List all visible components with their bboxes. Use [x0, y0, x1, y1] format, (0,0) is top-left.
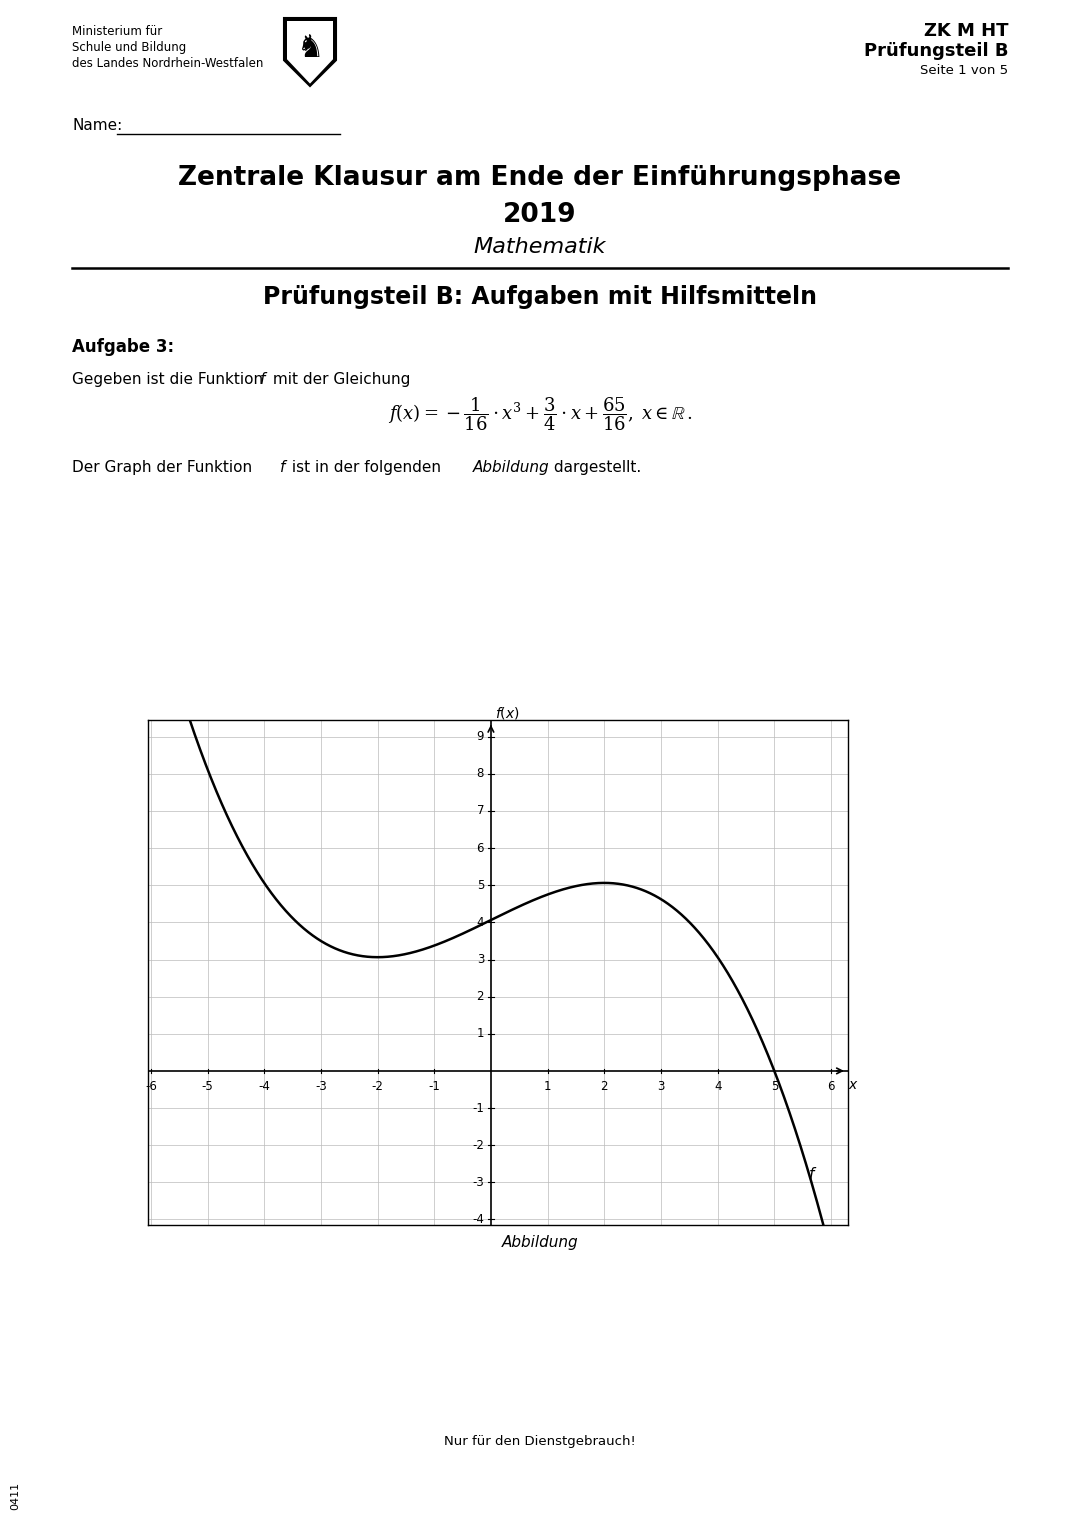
Text: 0411: 0411 [10, 1481, 21, 1510]
Text: $f$: $f$ [808, 1165, 818, 1182]
Text: -4: -4 [258, 1080, 270, 1093]
Text: 6: 6 [476, 841, 484, 855]
Text: Name:: Name: [72, 118, 122, 133]
Text: 1: 1 [544, 1080, 552, 1093]
Text: des Landes Nordrhein-Westfalen: des Landes Nordrhein-Westfalen [72, 56, 264, 70]
Text: ♞: ♞ [296, 34, 324, 63]
Text: 9: 9 [476, 730, 484, 744]
Text: 3: 3 [658, 1080, 664, 1093]
Text: -2: -2 [472, 1139, 484, 1151]
Text: -3: -3 [315, 1080, 327, 1093]
Text: 2: 2 [476, 989, 484, 1003]
Text: -3: -3 [472, 1176, 484, 1190]
Text: 1: 1 [476, 1028, 484, 1040]
Text: ZK M HT: ZK M HT [923, 21, 1008, 40]
Polygon shape [284, 18, 336, 86]
Text: 4: 4 [714, 1080, 721, 1093]
Text: -1: -1 [472, 1101, 484, 1115]
Text: $f(x) = -\dfrac{1}{16} \cdot x^3 + \dfrac{3}{4} \cdot x + \dfrac{65}{16},\; x \i: $f(x) = -\dfrac{1}{16} \cdot x^3 + \dfra… [388, 395, 692, 432]
Text: Schule und Bildung: Schule und Bildung [72, 41, 186, 53]
Text: Mathematik: Mathematik [474, 237, 606, 257]
Text: Der Graph der Funktion: Der Graph der Funktion [72, 460, 257, 475]
Text: 2: 2 [600, 1080, 608, 1093]
Text: 2019: 2019 [503, 202, 577, 228]
Text: -1: -1 [429, 1080, 441, 1093]
Text: -2: -2 [372, 1080, 383, 1093]
Text: 5: 5 [476, 878, 484, 892]
Text: -6: -6 [145, 1080, 157, 1093]
Text: $x$: $x$ [848, 1078, 859, 1092]
Text: 8: 8 [476, 768, 484, 780]
Text: dargestellt.: dargestellt. [549, 460, 642, 475]
Text: 7: 7 [476, 805, 484, 817]
Text: 4: 4 [476, 916, 484, 928]
Text: 6: 6 [827, 1080, 835, 1093]
Text: $f(x)$: $f(x)$ [495, 705, 519, 721]
Text: Gegeben ist die Funktion: Gegeben ist die Funktion [72, 373, 268, 386]
Text: Abbildung: Abbildung [473, 460, 550, 475]
Text: Aufgabe 3:: Aufgabe 3: [72, 337, 174, 356]
Text: Zentrale Klausur am Ende der Einführungsphase: Zentrale Klausur am Ende der Einführungs… [178, 165, 902, 191]
Text: -4: -4 [472, 1212, 484, 1226]
Text: Prüfungsteil B: Aufgaben mit Hilfsmitteln: Prüfungsteil B: Aufgaben mit Hilfsmittel… [264, 286, 816, 308]
Text: Prüfungsteil B: Prüfungsteil B [864, 43, 1008, 60]
Text: Ministerium für: Ministerium für [72, 24, 162, 38]
Text: f: f [280, 460, 285, 475]
Text: -5: -5 [202, 1080, 214, 1093]
Text: 5: 5 [771, 1080, 778, 1093]
Text: ist in der folgenden: ist in der folgenden [287, 460, 446, 475]
Text: Seite 1 von 5: Seite 1 von 5 [920, 64, 1008, 76]
Text: Abbildung: Abbildung [502, 1235, 578, 1251]
Polygon shape [287, 21, 333, 84]
Text: Nur für den Dienstgebrauch!: Nur für den Dienstgebrauch! [444, 1435, 636, 1448]
Text: mit der Gleichung: mit der Gleichung [268, 373, 410, 386]
Text: f: f [260, 373, 266, 386]
Text: 3: 3 [476, 953, 484, 967]
